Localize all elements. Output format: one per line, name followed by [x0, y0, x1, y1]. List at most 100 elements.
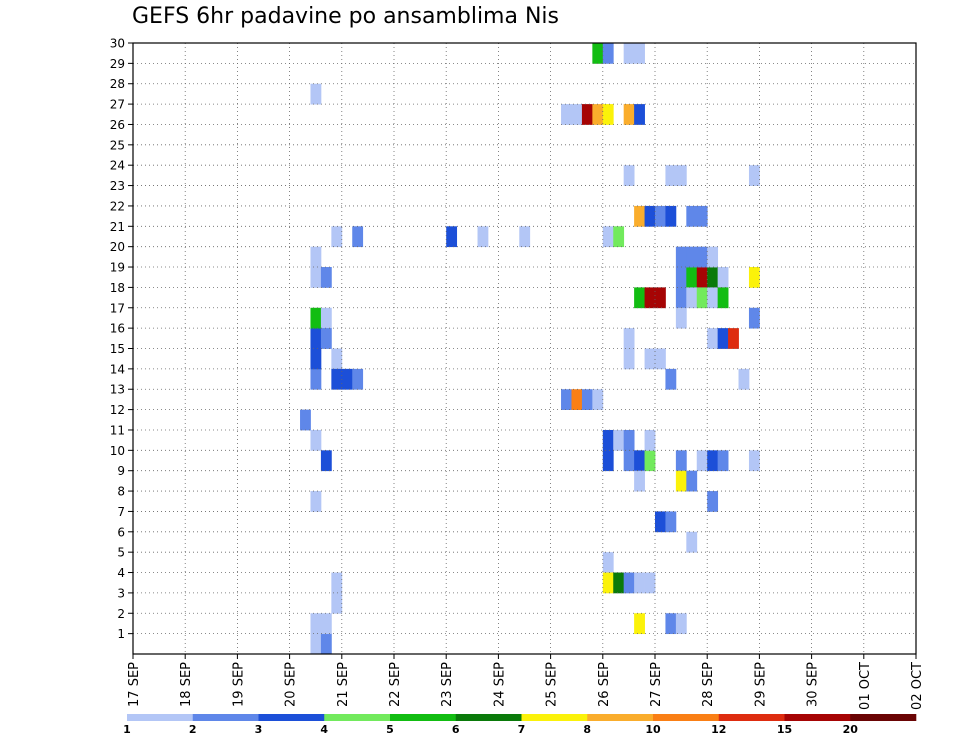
heatmap-cell [623, 104, 635, 125]
heatmap-cell [748, 450, 760, 472]
heatmap-cell [634, 43, 645, 64]
y-tick-label: 3 [117, 586, 125, 600]
heatmap-cell [644, 348, 656, 370]
y-tick-label: 15 [110, 342, 125, 356]
heatmap-cell [665, 165, 677, 186]
legend-swatch [653, 714, 720, 721]
y-tick-label: 29 [110, 57, 125, 71]
x-tick-label: 27 SEP [649, 662, 664, 707]
x-tick-label: 18 SEP [179, 662, 194, 707]
heatmap-cell [675, 165, 687, 186]
heatmap-cell [602, 429, 614, 451]
x-tick-label: 02 OCT [910, 662, 925, 710]
y-tick-label: 8 [117, 485, 125, 499]
heatmap-cell [310, 83, 322, 105]
y-tick-label: 19 [110, 261, 125, 275]
y-tick-label: 9 [117, 464, 125, 478]
legend-swatch [850, 714, 917, 721]
heatmap-cell [675, 450, 687, 472]
heatmap-cell [696, 205, 708, 227]
y-tick-label: 20 [110, 240, 125, 254]
heatmap-cell [602, 450, 614, 472]
heatmap-cell [696, 450, 708, 472]
heatmap-cell [320, 450, 332, 472]
y-tick-label: 17 [110, 301, 125, 315]
heatmap-cell [675, 287, 687, 309]
y-tick-label: 22 [110, 199, 125, 213]
heatmap-cell [331, 226, 343, 248]
heatmap-cell [352, 226, 364, 248]
heatmap-cell [707, 267, 719, 288]
heatmap-cell [571, 104, 583, 125]
heatmap-cell [477, 226, 489, 248]
heatmap-cell [675, 613, 687, 635]
heatmap-cell [707, 328, 719, 349]
heatmap-cell [634, 104, 645, 125]
heatmap-cell [320, 267, 332, 288]
heatmap-cell [675, 267, 687, 288]
heatmap-cell [341, 368, 353, 390]
heatmap-cell [634, 287, 645, 309]
heatmap-cell [748, 307, 760, 329]
heatmap-cell [717, 328, 729, 349]
heatmap-cell [592, 104, 604, 125]
y-tick-label: 23 [110, 179, 125, 193]
x-tick-label: 28 SEP [701, 662, 716, 707]
heatmap-cell [665, 368, 677, 390]
heatmap-cell [665, 613, 677, 635]
heatmap-cell [665, 205, 677, 227]
x-tick-label: 29 SEP [753, 662, 768, 707]
y-tick-label: 24 [110, 159, 125, 173]
heatmap-cell [686, 246, 698, 268]
heatmap-cell [675, 470, 687, 492]
heatmap-cell [655, 348, 666, 370]
legend-label: 8 [583, 723, 591, 736]
y-tick-label: 26 [110, 118, 125, 132]
heatmap-cell [707, 450, 719, 472]
x-tick-label: 01 OCT [858, 662, 873, 710]
heatmap-cell [707, 246, 719, 268]
legend-swatch [324, 714, 391, 721]
legend-label: 20 [843, 723, 859, 736]
heatmap-cell [634, 613, 645, 635]
heatmap-cell [352, 368, 364, 390]
heatmap-cell [561, 104, 572, 125]
heatmap-cell [602, 104, 614, 125]
heatmap-cell [581, 389, 593, 410]
y-tick-label: 11 [110, 423, 125, 437]
heatmap-cell [696, 246, 708, 268]
heatmap-cell [320, 307, 332, 329]
legend-label: 6 [452, 723, 460, 736]
heatmap-cell [686, 287, 698, 309]
x-tick-label: 25 SEP [545, 662, 560, 707]
y-tick-label: 27 [110, 98, 125, 112]
heatmap-cell [310, 633, 322, 655]
heatmap-cell [320, 328, 332, 349]
x-tick-label: 30 SEP [806, 662, 821, 707]
legend-swatch [718, 714, 785, 721]
heatmap-cell [310, 368, 322, 390]
legend-swatch [521, 714, 588, 721]
heatmap-cell [310, 328, 322, 349]
y-tick-label: 7 [117, 505, 125, 519]
heatmap-cell [613, 572, 625, 594]
heatmap-cell [310, 613, 322, 635]
heatmap-cell [613, 226, 625, 248]
heatmap-cell [738, 368, 750, 390]
y-tick-label: 16 [110, 322, 125, 336]
heatmap-cell [623, 328, 635, 349]
y-tick-label: 4 [117, 566, 125, 580]
x-tick-label: 17 SEP [127, 662, 142, 707]
legend-label: 1 [123, 723, 131, 736]
legend-label: 7 [518, 723, 526, 736]
y-tick-label: 10 [110, 444, 125, 458]
heatmap-cell [623, 165, 635, 186]
y-tick-label: 18 [110, 281, 125, 295]
heatmap-cell [634, 572, 645, 594]
heatmap-cell [665, 511, 677, 533]
legend-label: 5 [386, 723, 394, 736]
legend-swatch [127, 714, 194, 721]
heatmap-cell [644, 205, 656, 227]
x-tick-label: 23 SEP [440, 662, 455, 707]
legend-label: 2 [189, 723, 197, 736]
